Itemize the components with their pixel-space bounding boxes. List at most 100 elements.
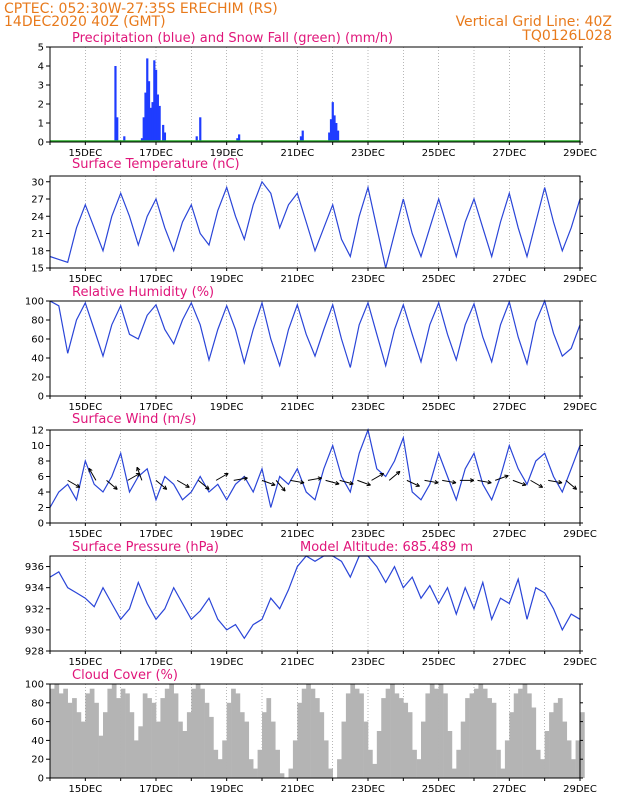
cloud-bar	[111, 684, 117, 778]
precip-bar	[299, 136, 303, 142]
precip-frame	[49, 46, 581, 143]
cloud-bar	[89, 688, 95, 778]
wind-xtick-label: 25DEC	[422, 529, 456, 540]
cloud-bar	[116, 698, 121, 778]
cloud-bar	[549, 712, 554, 778]
cloud-bar	[368, 749, 373, 778]
precip-xtick-label: 19DEC	[210, 148, 244, 159]
cloud-bar	[443, 693, 448, 778]
wind-arrow-head	[379, 472, 385, 477]
cloud-bar	[186, 712, 192, 778]
temperature-xtick-label: 15DEC	[68, 274, 102, 285]
cloud-bar	[253, 768, 258, 778]
humidity-ytick-label: 100	[25, 297, 44, 308]
humidity-xtick-label: 23DEC	[351, 402, 385, 413]
wind-arrow-head	[271, 481, 276, 487]
cloud-bar	[456, 749, 462, 778]
precip-xtick-label: 27DEC	[492, 148, 526, 159]
pressure-ytick-label: 932	[25, 604, 44, 615]
wind-arrow	[477, 479, 492, 484]
cloud-bar	[275, 749, 280, 778]
precip-bar	[149, 107, 152, 142]
pressure-line	[49, 555, 581, 640]
cloud-bar	[125, 693, 130, 778]
cloud-bar	[151, 702, 157, 778]
humidity-xtick-label: 27DEC	[492, 402, 526, 413]
wind-arrow-head	[487, 480, 492, 485]
cloud-bar	[297, 702, 303, 778]
cloud-xtick-label: 21DEC	[280, 784, 314, 795]
precip-bar	[329, 119, 333, 142]
cloud-bar	[434, 688, 439, 778]
wind-ytick-label: 10	[31, 441, 44, 452]
precip-bar	[116, 117, 119, 142]
cloud-bar	[337, 759, 342, 778]
cloud-bar	[345, 693, 351, 778]
cloud-bar	[460, 721, 466, 778]
cloud-bar	[129, 712, 135, 778]
cloud-bar	[531, 707, 537, 778]
header-model-code: TQ0126L028	[521, 28, 612, 44]
cloud-bar	[478, 684, 484, 778]
cloud-bar	[438, 684, 444, 778]
cloud-bar	[94, 702, 99, 778]
wind-arrow	[290, 479, 305, 484]
humidity-panel: Relative Humidity (%) 0 20 40 60 80 100 15DEC 17…	[25, 285, 597, 413]
precip-bar	[195, 136, 198, 142]
cloud-bar	[120, 688, 126, 778]
wind-arrow	[388, 470, 401, 481]
wind-xtick-label: 19DEC	[210, 529, 244, 540]
pressure-xtick-label: 25DEC	[422, 657, 456, 668]
temperature-xtick-label: 19DEC	[210, 274, 244, 285]
pressure-xtick-label: 17DEC	[139, 657, 173, 668]
humidity-title: Relative Humidity (%)	[72, 285, 214, 300]
wind-line	[49, 427, 581, 508]
wind-arrow-head	[335, 481, 340, 486]
precip-bar	[123, 136, 126, 142]
cloud-xtick-label: 27DEC	[492, 784, 526, 795]
wind-arrow	[406, 479, 420, 487]
precip-ytick-label: 4	[38, 62, 44, 73]
cloud-bar	[231, 688, 236, 778]
wind-arrow-head	[452, 480, 457, 485]
temperature-ytick-label: 27	[31, 195, 44, 206]
temperature-ytick-label: 18	[31, 246, 44, 257]
humidity-ytick-label: 0	[38, 392, 44, 403]
wind-ytick-label: 8	[38, 457, 44, 468]
cloud-bar	[429, 684, 435, 778]
wind-ytick-label: 6	[38, 472, 44, 483]
cloud-xtick-label: 23DEC	[351, 784, 385, 795]
precip-bar	[156, 94, 159, 142]
precip-bar	[328, 132, 331, 142]
cloud-panel: Cloud Cover (%) 0 20 40 60 80 100 15DEC 17DEC 19D…	[25, 668, 597, 795]
temperature-xtick-label: 25DEC	[422, 274, 456, 285]
cloud-bar	[315, 698, 320, 778]
temperature-ytick-label: 15	[31, 264, 44, 275]
cloud-bar	[451, 768, 457, 778]
cloud-bar	[412, 749, 417, 778]
wind-arrow	[127, 472, 141, 481]
precip-bar	[153, 60, 156, 142]
cloud-bar	[500, 768, 506, 778]
wind-arrow	[176, 479, 190, 488]
wind-xtick-label: 15DEC	[68, 529, 102, 540]
cloud-bar	[257, 749, 263, 778]
cloud-bar	[465, 698, 470, 778]
cloud-bar	[580, 712, 585, 778]
wind-panel: Surface Wind (m/s) 0 2 4 6 8 10 12 15DEC 17DEC 19D…	[31, 412, 597, 540]
temperature-title: Surface Temperature (nC)	[72, 157, 240, 172]
pressure-panel: Surface Pressure (hPa) Model Altitude: 68…	[25, 540, 597, 668]
wind-xtick-label: 23DEC	[351, 529, 385, 540]
wind-arrow-head	[88, 467, 93, 473]
temperature-xtick-label: 27DEC	[492, 274, 526, 285]
humidity-ytick-label: 40	[31, 354, 44, 365]
wind-arrow-head	[538, 483, 544, 488]
wind-arrow-head	[415, 482, 420, 487]
precip-title: Precipitation (blue) and Snow Fall (gree…	[72, 31, 393, 46]
wind-arrow-head	[504, 474, 509, 479]
cloud-bar	[394, 693, 400, 778]
pressure-ytick-label: 930	[25, 625, 44, 636]
temperature-xtick-label: 23DEC	[351, 274, 385, 285]
cloud-bar	[98, 735, 104, 778]
wind-arrow	[371, 472, 384, 481]
